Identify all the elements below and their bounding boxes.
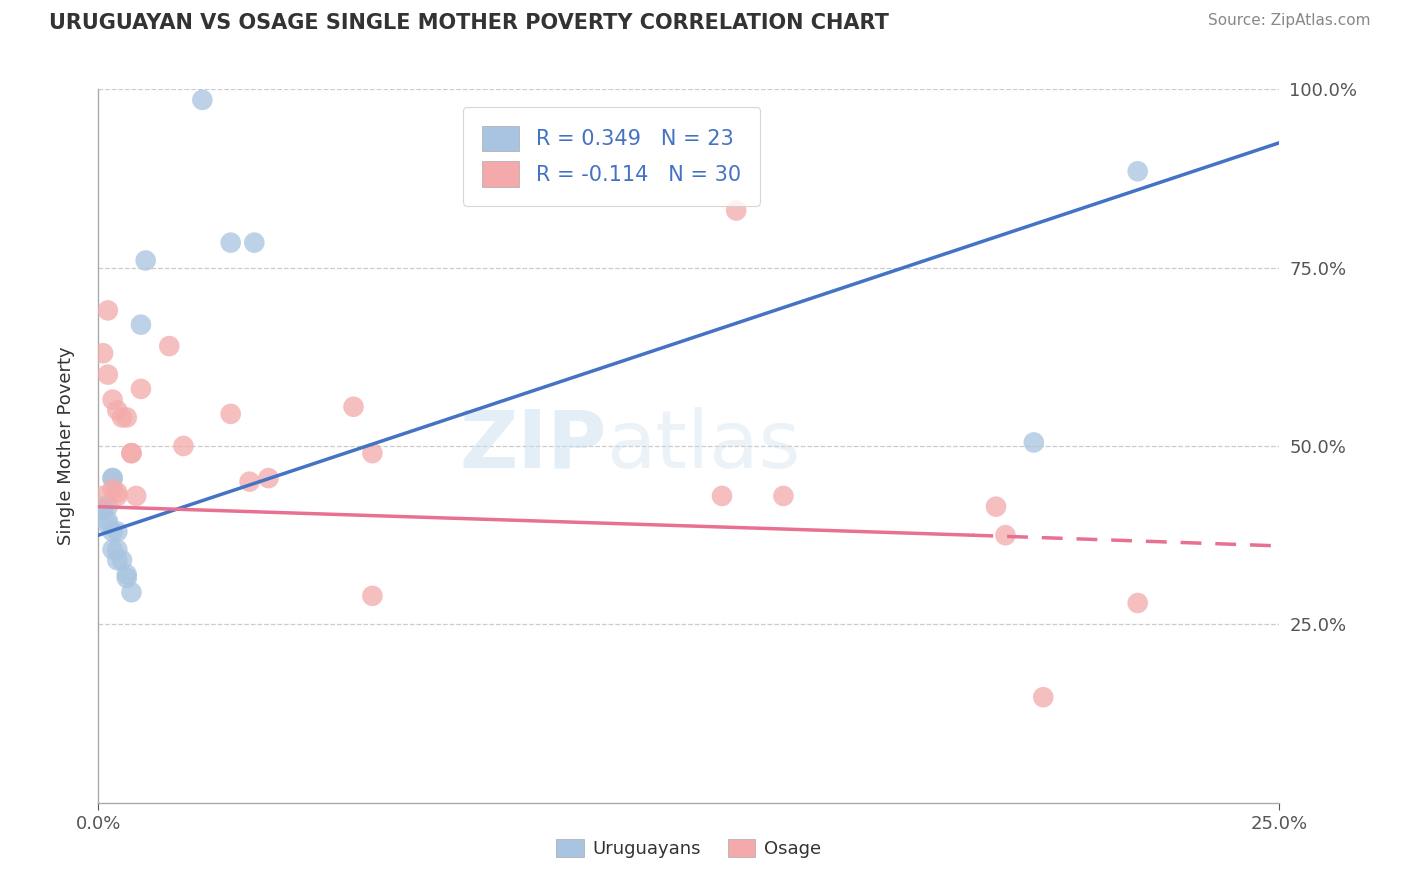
Point — [725, 203, 748, 218]
Point — [1022, 435, 1045, 450]
Point — [111, 410, 134, 425]
Point — [125, 489, 148, 503]
Point — [135, 253, 157, 268]
Point — [111, 553, 134, 567]
Point — [101, 482, 124, 496]
Point — [91, 346, 114, 360]
Text: ZIP: ZIP — [458, 407, 606, 485]
Point — [97, 517, 120, 532]
Point — [191, 93, 214, 107]
Point — [101, 524, 124, 539]
Point — [219, 407, 242, 421]
Point — [129, 382, 152, 396]
Point — [121, 446, 143, 460]
Text: atlas: atlas — [606, 407, 800, 485]
Point — [97, 514, 120, 528]
Point — [1126, 596, 1149, 610]
Text: URUGUAYAN VS OSAGE SINGLE MOTHER POVERTY CORRELATION CHART: URUGUAYAN VS OSAGE SINGLE MOTHER POVERTY… — [49, 13, 889, 33]
Text: Source: ZipAtlas.com: Source: ZipAtlas.com — [1208, 13, 1371, 29]
Point — [772, 489, 794, 503]
Point — [105, 542, 128, 557]
Point — [105, 489, 128, 503]
Point — [239, 475, 262, 489]
Point — [105, 485, 128, 500]
Point — [105, 553, 128, 567]
Point — [91, 503, 114, 517]
Point — [172, 439, 194, 453]
Point — [121, 585, 143, 599]
Point — [994, 528, 1017, 542]
Point — [257, 471, 280, 485]
Point — [342, 400, 364, 414]
Point — [1126, 164, 1149, 178]
Point — [121, 446, 143, 460]
Y-axis label: Single Mother Poverty: Single Mother Poverty — [56, 347, 75, 545]
Point — [97, 500, 120, 514]
Point — [115, 567, 138, 582]
Point — [105, 524, 128, 539]
Point — [91, 489, 114, 503]
Point — [101, 542, 124, 557]
Point — [91, 500, 114, 514]
Point — [219, 235, 242, 250]
Point — [129, 318, 152, 332]
Point — [97, 303, 120, 318]
Point — [101, 392, 124, 407]
Point — [361, 446, 384, 460]
Point — [243, 235, 266, 250]
Point — [97, 368, 120, 382]
Point — [101, 471, 124, 485]
Point — [105, 403, 128, 417]
Point — [711, 489, 734, 503]
Point — [1032, 690, 1054, 705]
Point — [115, 410, 138, 425]
Point — [101, 471, 124, 485]
Point — [115, 571, 138, 585]
Point — [984, 500, 1007, 514]
Point — [157, 339, 180, 353]
Point — [361, 589, 384, 603]
Legend: Uruguayans, Osage: Uruguayans, Osage — [550, 831, 828, 865]
